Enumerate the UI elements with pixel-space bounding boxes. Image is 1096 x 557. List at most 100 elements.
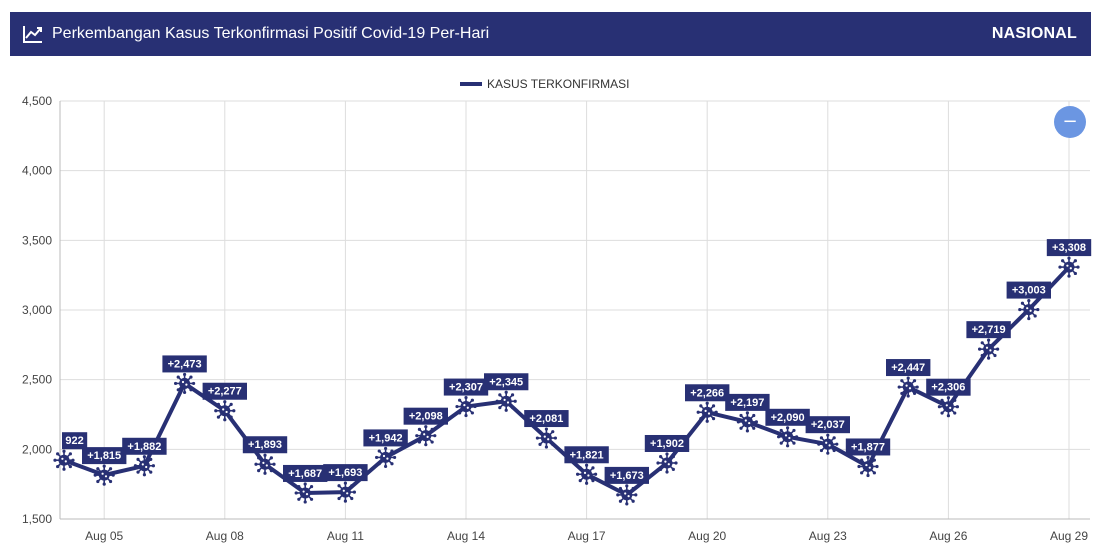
virus-spike-tip <box>257 469 261 473</box>
virus-icon <box>495 390 517 412</box>
data-label-text: +2,197 <box>730 397 764 409</box>
virus-dot <box>342 489 345 492</box>
virus-body <box>500 395 512 407</box>
virus-spike-tip <box>953 411 957 415</box>
virus-spike-tip <box>350 496 354 501</box>
y-tick-label: 3,500 <box>22 233 52 247</box>
virus-spike-tip <box>819 436 824 440</box>
virus-spike-tip <box>216 402 221 406</box>
virus-body <box>581 468 593 480</box>
virus-spike-tip <box>232 409 236 413</box>
data-label: +2,307 <box>443 378 489 396</box>
virus-spike-tip <box>377 462 381 466</box>
virus-spike-tip <box>1018 307 1022 312</box>
data-label-text: +1,942 <box>369 432 403 444</box>
virus-spike-tip <box>510 406 515 410</box>
virus-spike-tip <box>777 435 781 439</box>
virus-body <box>259 458 271 470</box>
virus-spike-tip <box>826 451 830 455</box>
virus-body <box>902 381 914 393</box>
virus-spike-tip <box>754 420 759 424</box>
virus-spike-tip <box>860 458 864 462</box>
virus-spike-tip <box>915 385 919 389</box>
virus-dot <box>145 465 148 469</box>
virus-spike-tip <box>665 452 669 456</box>
virus-spike-tip <box>625 502 629 506</box>
line-chart: KASUS TERKONFIRMASI 1,500 2,000 2,500 3,000 3… <box>22 77 1092 543</box>
virus-spike-tip <box>745 411 750 415</box>
data-label-text: +1,821 <box>570 449 604 461</box>
virus-spike-tip <box>993 341 997 345</box>
virus-icon <box>214 400 236 422</box>
virus-dot <box>302 490 305 493</box>
data-label-box <box>162 355 207 373</box>
virus-spike-tip <box>792 428 796 433</box>
virus-spike-tip <box>634 493 638 497</box>
virus-spike-tip <box>857 464 861 469</box>
virus-spike-tip <box>257 456 261 460</box>
data-label-box <box>564 446 609 464</box>
virus-spike-tip <box>832 448 836 453</box>
virus-dot <box>265 464 268 467</box>
virus-spike-tip <box>912 391 917 396</box>
virus-spike-tip <box>946 414 951 418</box>
virus-dot <box>985 346 989 349</box>
virus-body <box>58 454 70 466</box>
virus-spike-tip <box>96 467 100 471</box>
y-tick-label: 3,000 <box>22 303 52 317</box>
x-tick-label: Aug 29 <box>1050 529 1088 543</box>
virus-spike-tip <box>955 405 960 409</box>
virus-body <box>179 377 191 389</box>
virus-spike-tip <box>674 461 678 465</box>
virus-spike-tip <box>473 404 477 409</box>
virus-dot <box>748 421 751 425</box>
data-label-text: +2,306 <box>931 382 965 394</box>
virus-dot <box>905 384 908 387</box>
virus-dot <box>543 435 546 438</box>
virus-dot <box>664 460 667 463</box>
virus-dot <box>104 475 108 478</box>
y-tick-label: 4,500 <box>22 94 52 108</box>
virus-spike-tip <box>56 464 60 469</box>
virus-icon <box>53 449 75 471</box>
virus-spike-tip <box>93 473 97 477</box>
virus-dot <box>868 466 871 469</box>
virus-spike-tip <box>254 462 258 466</box>
data-label: +2,277 <box>202 382 247 400</box>
virus-spike-tip <box>752 413 756 418</box>
virus-spike-tip <box>912 379 917 383</box>
data-label: +1,877 <box>845 438 891 456</box>
zoom-out-button[interactable]: − <box>1054 106 1086 138</box>
x-tick-label: Aug 11 <box>327 529 364 543</box>
virus-spike-tip <box>53 458 57 462</box>
virus-icon <box>857 455 879 478</box>
virus-spike-tip <box>417 427 422 431</box>
data-label-box <box>644 434 690 452</box>
virus-spike-tip <box>1036 307 1040 312</box>
virus-spike-tip <box>192 381 196 386</box>
virus-dot <box>305 493 309 496</box>
data-label-text: +2,277 <box>208 386 242 398</box>
virus-spike-tip <box>940 411 944 415</box>
data-label-box <box>443 378 489 396</box>
virus-spike-tip <box>578 479 582 483</box>
data-label-box <box>685 384 730 402</box>
data-label-text: +2,473 <box>168 358 202 370</box>
virus-spike-tip <box>433 434 437 438</box>
virus-spike-tip <box>377 449 381 453</box>
virus-spike-tip <box>1033 314 1037 318</box>
virus-spike-tip <box>578 466 582 470</box>
virus-spike-tip <box>940 398 944 402</box>
y-tick-label: 4,000 <box>22 164 52 178</box>
virus-spike-tip <box>1020 301 1025 305</box>
virus-body <box>822 438 834 450</box>
virus-dot <box>141 463 144 466</box>
virus-icon <box>93 464 115 486</box>
virus-spike-tip <box>659 467 663 471</box>
data-label-box <box>966 321 1011 339</box>
virus-dot <box>707 412 711 415</box>
virus-body <box>782 431 794 443</box>
virus-spike-tip <box>900 391 904 396</box>
virus-spike-tip <box>631 499 635 503</box>
virus-dot <box>1066 264 1069 267</box>
